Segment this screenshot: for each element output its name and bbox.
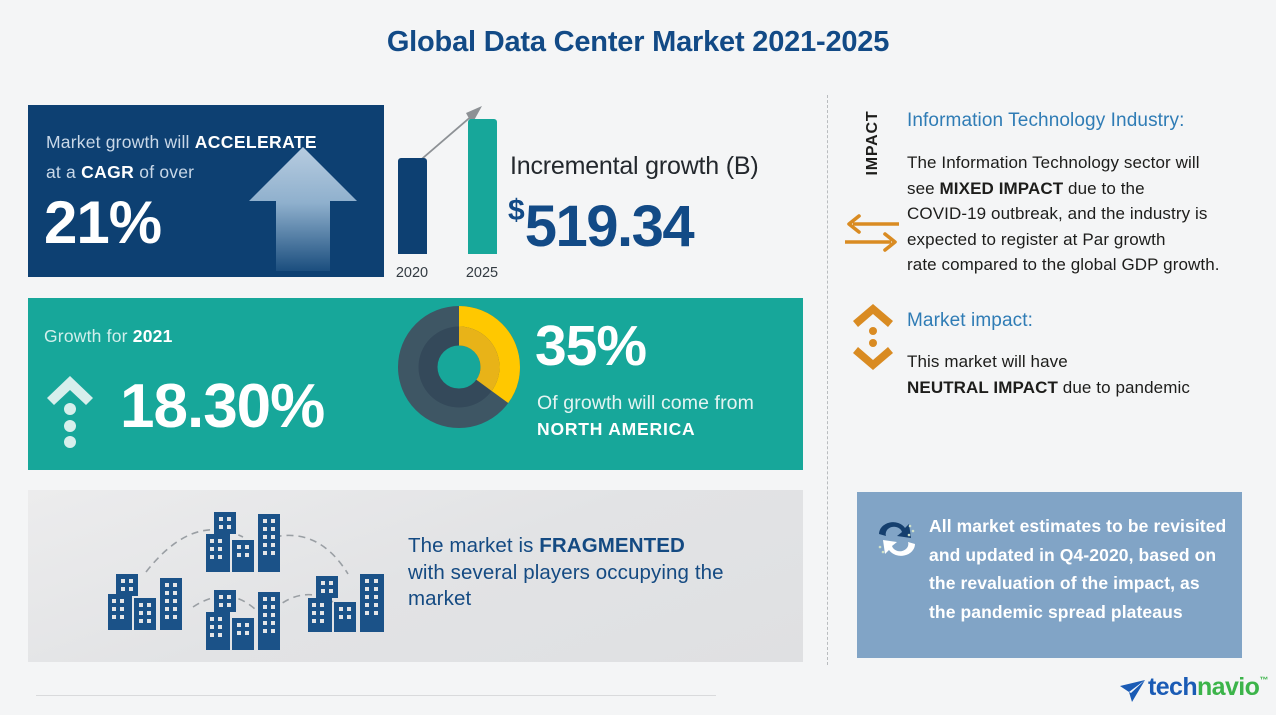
technavio-logo[interactable]: technavio™ [1118, 673, 1268, 707]
revision-note-box: All market estimates to be revisited and… [857, 492, 1242, 658]
cagr-line2-bold: CAGR [81, 162, 135, 182]
currency-symbol: $ [508, 194, 525, 227]
cagr-line1-bold: ACCELERATE [194, 132, 317, 152]
up-arrow-icon [244, 143, 362, 275]
north-america-donut-chart [398, 306, 520, 428]
technavio-wordmark: technavio™ [1148, 673, 1268, 702]
market-body-line1: This market will have [907, 352, 1068, 371]
north-america-region-name: NORTH AMERICA [537, 419, 696, 439]
bar-label-2025: 2025 [465, 265, 499, 281]
logo-text-tech: tech [1148, 673, 1198, 701]
it-body-mixed-impact: MIXED IMPACT [939, 178, 1064, 198]
it-industry-body: The Information Technology sector will s… [907, 150, 1276, 278]
up-down-chevrons-icon [851, 304, 895, 370]
it-body-line2-post: due to the [1063, 178, 1145, 198]
value-number: 519.34 [524, 194, 695, 259]
cagr-line2-plain-b: of over [134, 162, 195, 182]
frag-line2: with several players occupying the [408, 560, 724, 584]
revision-note-text: All market estimates to be revisited and… [929, 516, 1227, 622]
growth-label-plain: Growth for [44, 326, 133, 346]
chevron-up-dots-icon [42, 368, 98, 448]
cagr-line1-plain: Market growth will [46, 132, 195, 152]
north-america-percentage: 35% [535, 314, 647, 378]
bar-label-2020: 2020 [395, 265, 429, 281]
market-impact-heading: Market impact: [907, 310, 1033, 331]
incremental-growth-caption: Incremental growth (B) [510, 152, 759, 180]
bar-2025 [468, 119, 497, 254]
it-body-line3: COVID-19 outbreak, and the industry is [907, 204, 1208, 223]
frag-line1-bold: FRAGMENTED [539, 534, 685, 557]
market-body-neutral-impact: NEUTRAL IMPACT [907, 377, 1058, 397]
refresh-cycle-icon [873, 514, 921, 562]
incremental-growth-chart: 2020 2025 Incremental growth (B) $519.34 [390, 98, 810, 283]
bar-2020 [398, 158, 427, 254]
incremental-growth-value: $519.34 [508, 194, 695, 259]
two-way-arrows-icon [843, 208, 901, 258]
cagr-caption: Market growth will ACCELERATE at a CAGR … [46, 127, 317, 187]
buildings-network-icon [78, 502, 408, 652]
it-body-line4: expected to register at Par growth [907, 229, 1166, 249]
north-america-subtitle: Of growth will come from [537, 392, 754, 414]
logo-text-navio: navio [1197, 673, 1260, 701]
market-impact-body: This market will have NEUTRAL IMPACT due… [907, 349, 1267, 400]
fragmented-market-card: The market is FRAGMENTED with several pl… [28, 490, 803, 662]
growth-year-label: Growth for 2021 [44, 326, 173, 347]
market-body-line2-post: due to pandemic [1057, 377, 1190, 397]
footer-divider [36, 695, 716, 696]
cagr-line2-plain-a: at a [46, 162, 82, 182]
paper-plane-icon [1120, 680, 1145, 702]
growth-value: 18.30% [120, 372, 325, 441]
page-title: Global Data Center Market 2021-2025 [386, 26, 890, 58]
fragmented-market-text: The market is FRAGMENTED with several pl… [408, 533, 783, 613]
it-body-line5: rate compared to the global GDP growth. [907, 255, 1220, 274]
cagr-card: Market growth will ACCELERATE at a CAGR … [28, 105, 384, 277]
cagr-value: 21% [44, 189, 162, 256]
it-industry-heading: Information Technology Industry: [907, 110, 1185, 131]
frag-line3: market [408, 587, 472, 610]
growth-label-year: 2021 [132, 326, 173, 346]
frag-line1-plain: The market is [408, 534, 540, 557]
logo-trademark: ™ [1259, 675, 1268, 685]
impact-vertical-label: IMPACT [864, 110, 881, 176]
it-body-line1: The Information Technology sector will [907, 153, 1200, 172]
it-body-line2-pre: see [907, 178, 940, 198]
vertical-divider [827, 95, 828, 665]
